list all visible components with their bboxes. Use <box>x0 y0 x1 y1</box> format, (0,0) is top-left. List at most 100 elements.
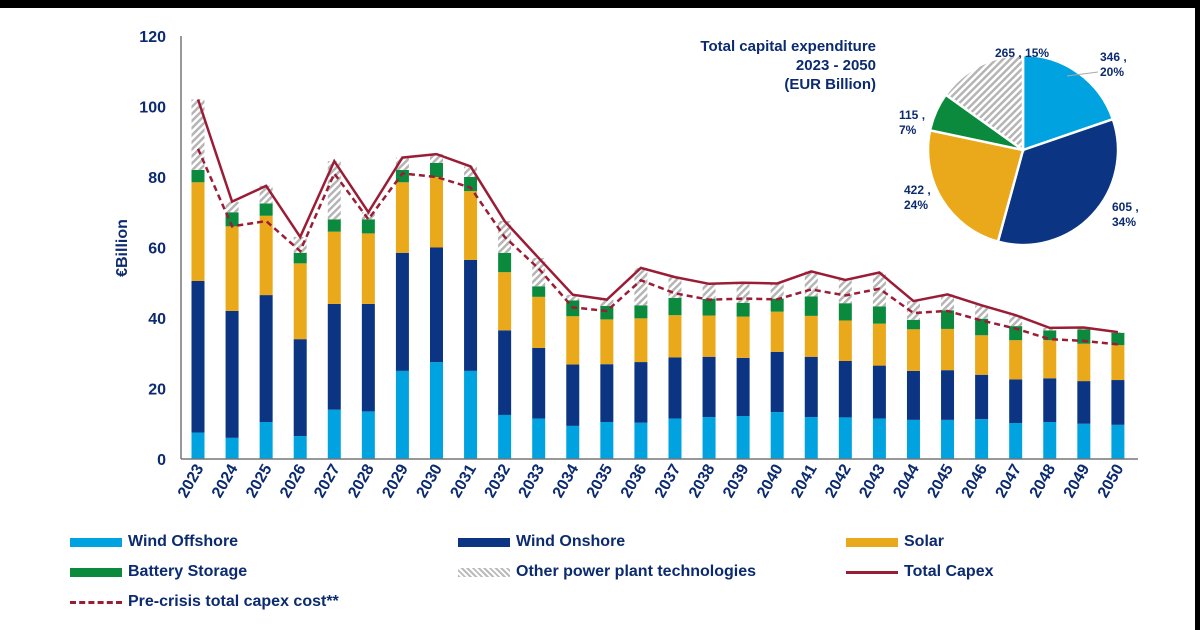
bar-wind-onshore-2046 <box>975 374 989 420</box>
bar-other-power-plant-technologies-2031 <box>464 166 478 177</box>
x-tick-label: 2025 <box>243 461 276 500</box>
x-tick-label: 2046 <box>959 461 992 500</box>
pie-label-offshore: 346 , 20% <box>1100 50 1127 80</box>
bar-wind-offshore-2046 <box>975 419 989 459</box>
pie-label-pct: 20% <box>1100 65 1125 79</box>
bar-other-power-plant-technologies-2023 <box>191 99 205 170</box>
bar-solar-2024 <box>225 226 239 311</box>
right-band <box>1195 0 1200 630</box>
bar-battery-storage-2030 <box>429 162 443 177</box>
x-tick-label: 2033 <box>516 461 549 500</box>
legend-other: Other power plant technologies <box>458 563 756 581</box>
bar-wind-offshore-2024 <box>225 437 239 459</box>
bar-solar-2047 <box>1009 340 1023 380</box>
bar-wind-offshore-2027 <box>327 409 341 459</box>
bar-wind-onshore-2049 <box>1077 381 1091 424</box>
x-tick-label: 2045 <box>924 461 957 500</box>
bar-solar-2050 <box>1111 345 1125 381</box>
bar-other-power-plant-technologies-2027 <box>327 161 341 220</box>
bar-battery-storage-2046 <box>975 318 989 336</box>
bar-battery-storage-2038 <box>702 298 716 316</box>
bar-battery-storage-2041 <box>804 296 818 316</box>
bar-wind-onshore-2044 <box>906 370 920 420</box>
x-tick-label: 2026 <box>277 461 310 500</box>
pie-label-value: 265 , 15% <box>995 46 1050 60</box>
bar-wind-onshore-2033 <box>532 347 546 419</box>
pie-label-value: 422 , <box>904 183 931 197</box>
legend-swatch <box>846 537 898 547</box>
legend-label: Other power plant technologies <box>516 563 757 580</box>
bar-solar-2030 <box>429 177 443 248</box>
x-tick-label: 2043 <box>856 461 889 500</box>
x-tick-label: 2047 <box>993 461 1026 500</box>
legend-total-capex: Total Capex <box>846 563 994 581</box>
pie-title-line: 2023 - 2050 <box>795 57 876 74</box>
bar-solar-2027 <box>327 231 341 304</box>
bar-solar-2033 <box>532 296 546 348</box>
x-tick-label: 2037 <box>652 461 685 500</box>
y-tick-label: 40 <box>148 311 166 328</box>
bar-other-power-plant-technologies-2040 <box>770 283 784 299</box>
bar-solar-2049 <box>1077 343 1091 382</box>
pie-title-line: Total capital expenditure <box>700 38 876 55</box>
bar-solar-2028 <box>361 233 375 304</box>
x-tick-label: 2039 <box>720 461 753 500</box>
legend-label: Battery Storage <box>128 563 248 580</box>
pie-label-value: 346 , <box>1100 50 1127 64</box>
pie-label-pct: 34% <box>1112 215 1137 229</box>
bar-wind-offshore-2043 <box>872 418 886 459</box>
bar-solar-2035 <box>600 319 614 365</box>
bar-other-power-plant-technologies-2041 <box>804 271 818 297</box>
x-tick-label: 2041 <box>788 461 821 500</box>
bar-other-power-plant-technologies-2034 <box>566 294 580 301</box>
legend-swatch <box>458 567 510 577</box>
pie-label-onshore: 605 , 34% <box>1112 200 1139 230</box>
pie-label-pct: 7% <box>899 123 917 137</box>
bar-wind-offshore-2047 <box>1009 423 1023 459</box>
x-tick-label: 2023 <box>175 461 208 500</box>
bar-battery-storage-2048 <box>1043 330 1057 341</box>
bar-solar-2048 <box>1043 340 1057 379</box>
bar-wind-onshore-2040 <box>770 351 784 413</box>
pie-leader-line <box>1066 71 1099 77</box>
bar-wind-onshore-2043 <box>872 365 886 419</box>
bar-wind-onshore-2041 <box>804 356 818 418</box>
y-tick-label: 120 <box>139 29 166 46</box>
x-tick-label: 2028 <box>345 461 378 500</box>
bar-wind-offshore-2042 <box>838 417 852 459</box>
x-tick-label: 2027 <box>311 461 344 500</box>
bar-other-power-plant-technologies-2047 <box>1009 315 1023 327</box>
bar-wind-onshore-2031 <box>464 259 478 371</box>
legend-wind-onshore: Wind Onshore <box>458 533 625 551</box>
legend-swatch <box>70 567 122 577</box>
bar-battery-storage-2043 <box>872 306 886 324</box>
legend-wind-offshore: Wind Offshore <box>70 533 238 551</box>
x-tick-label: 2029 <box>379 461 412 500</box>
bar-wind-onshore-2025 <box>259 295 273 422</box>
bar-solar-2040 <box>770 311 784 352</box>
bar-wind-offshore-2034 <box>566 425 580 459</box>
bar-solar-2041 <box>804 315 818 357</box>
bar-solar-2046 <box>975 335 989 375</box>
bar-battery-storage-2023 <box>191 169 205 183</box>
x-tick-label: 2050 <box>1095 461 1128 500</box>
bar-battery-storage-2036 <box>634 305 648 319</box>
bar-battery-storage-2025 <box>259 203 273 216</box>
bar-solar-2042 <box>838 320 852 362</box>
bar-wind-offshore-2050 <box>1111 424 1125 459</box>
legend-label: Total Capex <box>904 563 994 580</box>
legend-pre-crisis: Pre-crisis total capex cost** <box>70 593 339 611</box>
x-tick-label: 2030 <box>413 461 446 500</box>
bar-wind-onshore-2042 <box>838 361 852 418</box>
bar-wind-onshore-2034 <box>566 364 580 426</box>
bar-battery-storage-2045 <box>941 310 955 329</box>
bar-wind-onshore-2045 <box>941 370 955 420</box>
bar-wind-onshore-2037 <box>668 357 682 419</box>
bar-wind-offshore-2029 <box>395 370 409 459</box>
x-tick-label: 2031 <box>448 461 481 500</box>
bar-battery-storage-2026 <box>293 252 307 264</box>
pie-label-value: 605 , <box>1112 200 1139 214</box>
bar-other-power-plant-technologies-2028 <box>361 212 375 220</box>
bar-wind-offshore-2025 <box>259 421 273 459</box>
bar-wind-onshore-2027 <box>327 303 341 410</box>
